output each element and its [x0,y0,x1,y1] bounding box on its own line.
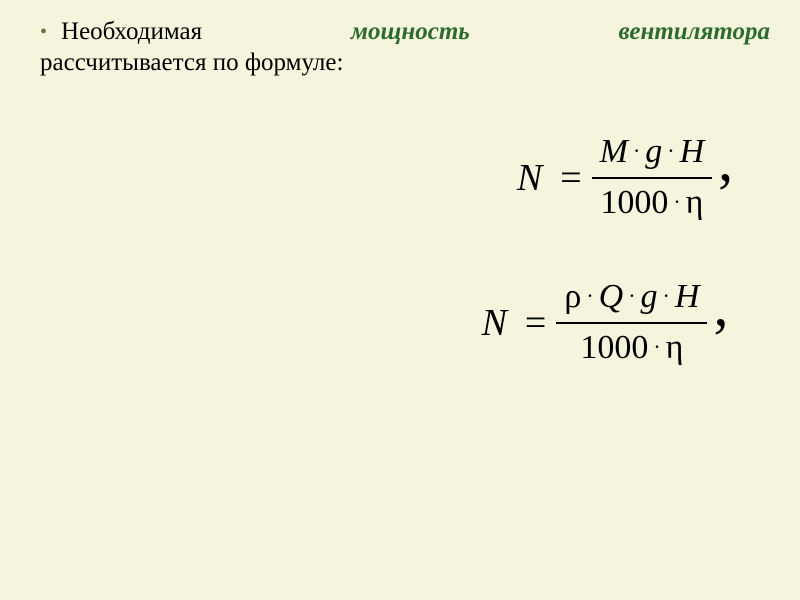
fraction-bar [556,322,707,324]
formula-lhs: N [517,156,542,200]
dot-op: · [662,138,679,164]
fraction: ρ·Q·g·H 1000·η [556,275,707,371]
var-H: H [680,133,705,170]
var-Q: Q [599,278,624,315]
var-eta: η [666,329,684,366]
var-rho: ρ [564,278,581,315]
var-M: M [600,133,628,170]
word-emph: мощность [351,18,470,45]
paragraph-line-2: рассчитывается по формуле: [40,47,770,78]
dot-op: · [668,189,685,215]
var-H: H [675,278,700,315]
denominator: 1000·η [572,326,691,371]
dot-op: · [581,283,598,309]
dot-op: · [658,283,675,309]
slide-content: • Необходимая мощность вентилятора рассчи… [40,16,770,79]
fraction: M·g·H 1000·η [592,130,713,226]
denominator: 1000·η [592,181,711,226]
fraction-bar [592,177,713,179]
equals-sign: = [525,301,546,345]
formula-1: N = M·g·H 1000·η , [225,130,800,226]
const-1000: 1000 [580,329,648,366]
dot-op: · [623,283,640,309]
numerator: M·g·H [592,130,713,175]
var-eta: η [686,184,704,221]
formula-lhs: N [482,301,507,345]
formula-2: N = ρ·Q·g·H 1000·η , [205,275,800,371]
var-g: g [641,278,658,315]
const-1000: 1000 [600,184,668,221]
word-plain: Необходимая [61,18,202,45]
word-emph: вентилятора [618,18,770,45]
paragraph-line-1: • Необходимая мощность вентилятора [40,16,770,47]
dot-op: · [648,334,665,360]
var-g: g [645,133,662,170]
equals-sign: = [560,156,581,200]
numerator: ρ·Q·g·H [556,275,707,320]
bullet-icon: • [40,20,47,45]
dot-op: · [628,138,645,164]
